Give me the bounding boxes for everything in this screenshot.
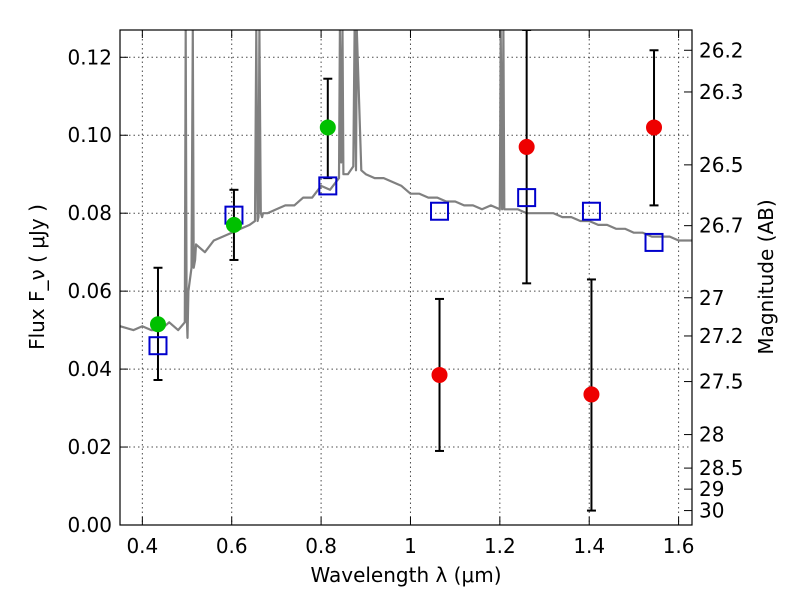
red-data-point: [431, 366, 448, 383]
model-square-point: [517, 188, 537, 208]
x-tick-label: 1.6: [663, 534, 695, 558]
x-tick-label: 0.8: [305, 534, 337, 558]
y-tick-label: 0.08: [67, 201, 112, 225]
x-tick-label: 0.4: [126, 534, 158, 558]
model-square-point: [148, 336, 168, 356]
green-data-point: [319, 119, 336, 136]
y-tick-label: 0.02: [67, 435, 112, 459]
plot-frame: [119, 29, 693, 526]
y-tick-label: 0.10: [67, 123, 112, 147]
model-square-point: [318, 176, 338, 196]
red-data-point: [518, 138, 535, 155]
y-axis: 0.00 0.02 0.04 0.06 0.08 0.10 0.12: [67, 45, 128, 537]
y2-tick-label: 26.2: [699, 38, 744, 62]
y2-tick-label: 27.2: [699, 324, 744, 348]
x-tick-label: 1: [404, 534, 417, 558]
model-square-point: [581, 201, 601, 221]
y-tick-label: 0.12: [67, 45, 112, 69]
y2-tick-label: 27.5: [699, 370, 744, 394]
spectrum-line: [120, 30, 692, 339]
plot-area: [120, 30, 692, 512]
green-data-point: [149, 316, 166, 333]
y2-tick-label: 29: [699, 477, 724, 501]
y-tick-label: 0.00: [67, 513, 112, 537]
model-square-point: [430, 201, 450, 221]
y2-tick-label: 26.3: [699, 80, 744, 104]
y2-tick-label: 27: [699, 286, 724, 310]
x-axis-label: Wavelength λ (μm): [310, 563, 501, 587]
y-tick-label: 0.04: [67, 357, 112, 381]
y2-tick-label: 26.5: [699, 153, 744, 177]
red-data-point: [583, 386, 600, 403]
green-data-point: [225, 216, 242, 233]
x-tick-label: 0.6: [216, 534, 248, 558]
y2-tick-label: 28: [699, 423, 724, 447]
y2-tick-label: 28.5: [699, 456, 744, 480]
y2-axis-label: Magnitude (AB): [754, 199, 778, 354]
y-tick-label: 0.06: [67, 279, 112, 303]
x-tick-label: 1.4: [573, 534, 605, 558]
y-axis-label: Flux F_ν ( μJy ): [25, 204, 49, 350]
x-axis: 0.4 0.6 0.8 1 1.2 1.4 1.6: [126, 30, 695, 558]
y2-tick-label: 26.7: [699, 214, 744, 238]
model-square-point: [644, 232, 664, 252]
grid: [120, 30, 692, 526]
y2-tick-label: 30: [699, 499, 724, 523]
red-data-point: [646, 119, 663, 136]
x-tick-label: 1.2: [484, 534, 516, 558]
